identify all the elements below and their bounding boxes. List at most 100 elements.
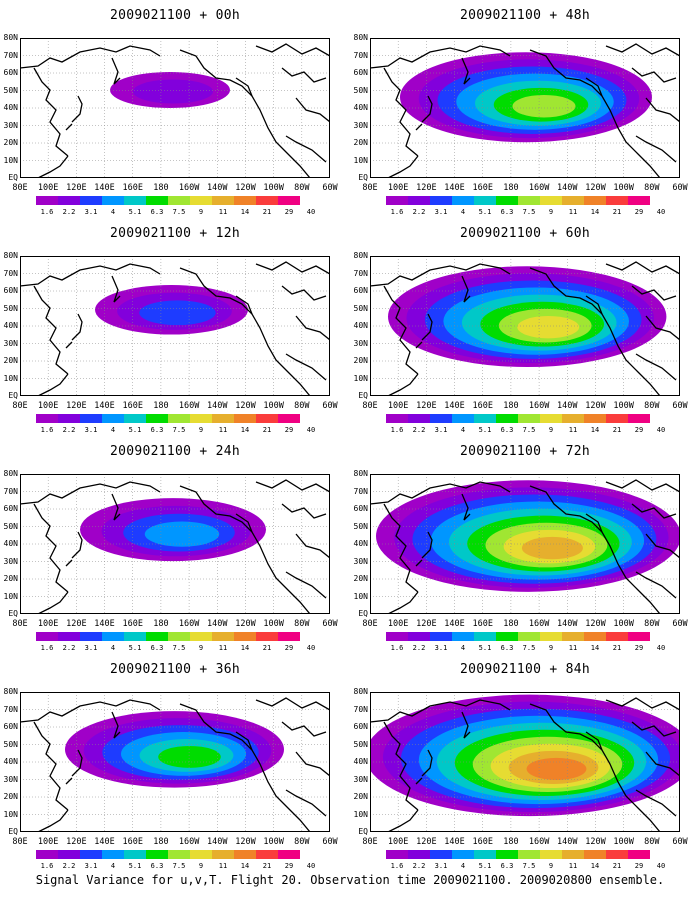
colorbar-swatch xyxy=(234,850,257,859)
coastline xyxy=(255,261,330,275)
colorbar-label: 2.2 xyxy=(62,862,76,870)
colorbar-swatch xyxy=(212,196,235,205)
map-panel: 2009021100 + 12h 80N 70N 60N 50N 40N 30N 20N 10N… xyxy=(0,218,350,443)
map-panel: 2009021100 + 72h 80N 70N 60N 50N 40N 30N 20N 10N… xyxy=(350,436,700,661)
coastline xyxy=(33,503,69,593)
coastline xyxy=(631,285,677,301)
coastline xyxy=(585,77,603,97)
coastline xyxy=(20,45,161,69)
colorbar-swatch xyxy=(408,632,431,641)
lat-tick-label: 10N xyxy=(3,809,18,819)
map-frame xyxy=(20,38,330,178)
lon-tick-label: 80E xyxy=(362,619,378,629)
colorbar-swatch xyxy=(628,414,650,423)
lon-tick-label: 100E xyxy=(37,401,59,411)
colorbar-label: 1.6 xyxy=(390,426,404,434)
lat-tick-label: EQ xyxy=(8,609,18,618)
colorbar-swatch xyxy=(474,414,497,423)
coastline xyxy=(37,591,69,614)
coastline xyxy=(255,479,330,493)
colorbar-swatch xyxy=(212,414,235,423)
lon-tick-label: 160E xyxy=(122,837,143,847)
lat-tick-label: 60N xyxy=(353,286,368,295)
lon-tick-label: 80E xyxy=(362,401,378,411)
lon-tick-label: 120W xyxy=(585,401,606,411)
lon-tick-label: 120W xyxy=(235,183,256,193)
colorbar-swatch xyxy=(562,632,585,641)
coastline xyxy=(421,313,433,341)
lat-tick-label: 70N xyxy=(3,486,18,496)
colorbar-label: 7.5 xyxy=(522,426,536,434)
colorbar-label: 3.1 xyxy=(434,644,448,652)
lat-tick-label: 60N xyxy=(353,68,368,77)
colorbar-swatch xyxy=(146,414,169,423)
colorbar-swatch xyxy=(540,850,563,859)
colorbar-label: 6.3 xyxy=(500,426,514,434)
contour-map xyxy=(20,256,330,396)
colorbar-swatch xyxy=(80,850,103,859)
lon-tick-label: 80W xyxy=(644,619,660,629)
coastline xyxy=(179,49,311,178)
colorbar-swatch xyxy=(606,850,629,859)
lat-tick-label: 40N xyxy=(3,757,18,766)
lat-tick-label: 60N xyxy=(3,286,18,295)
colorbar-label: 4 xyxy=(460,426,466,434)
lon-tick-label: 100W xyxy=(613,401,634,411)
lon-tick-label: 180 xyxy=(503,401,519,411)
colorbar-swatch xyxy=(278,632,300,641)
lat-tick-label: 30N xyxy=(353,120,368,130)
coastline xyxy=(33,721,69,811)
lat-tick-label: 30N xyxy=(353,556,368,566)
coastline xyxy=(383,721,419,811)
colorbar-swatch xyxy=(606,632,629,641)
lon-tick-label: 160W xyxy=(528,401,550,411)
coastline xyxy=(20,699,161,723)
colorbar-label: 11 xyxy=(218,644,228,652)
lon-tick-label: 80E xyxy=(362,183,378,193)
colorbar-label: 40 xyxy=(306,862,316,870)
colorbar-label: 4 xyxy=(460,644,466,652)
colorbar-swatch xyxy=(80,414,103,423)
colorbar-swatch xyxy=(102,632,125,641)
lon-tick-label: 120E xyxy=(416,183,437,193)
colorbar-label: 2.2 xyxy=(412,862,426,870)
colorbar-swatch xyxy=(256,850,279,859)
coastline xyxy=(281,285,327,301)
colorbar-label: 1.6 xyxy=(390,644,404,652)
lon-tick-label: 120E xyxy=(416,837,437,847)
coastline xyxy=(295,315,330,341)
colorbar-label: 11 xyxy=(218,208,228,216)
colorbar-swatch xyxy=(518,850,541,859)
colorbar xyxy=(36,196,300,205)
colorbar-swatch xyxy=(518,414,541,423)
lon-tick-label: 80W xyxy=(294,401,310,411)
lat-tick-label: 50N xyxy=(3,739,18,749)
coastline xyxy=(281,67,327,83)
colorbar-swatch xyxy=(190,196,213,205)
lon-tick-label: 160W xyxy=(528,619,550,629)
coastline xyxy=(387,809,419,832)
colorbar-label: 1.6 xyxy=(40,862,54,870)
colorbar-swatch xyxy=(102,414,125,423)
lon-tick-label: 140W xyxy=(207,183,228,193)
panel-title: 2009021100 + 12h xyxy=(109,226,241,241)
coastline xyxy=(71,95,83,123)
map-panel: 2009021100 + 48h 80N 70N 60N 50N 40N 30N 20N 10N… xyxy=(350,0,700,225)
lon-tick-label: 140E xyxy=(94,837,115,847)
coastline xyxy=(65,123,73,131)
coastline xyxy=(295,97,330,123)
coastline xyxy=(421,95,433,123)
map-panel: 2009021100 + 00h 80N 70N 60N 50N 40N 30N 20N 10N… xyxy=(0,0,350,225)
colorbar-swatch xyxy=(58,196,81,205)
coastline xyxy=(585,513,603,533)
lon-tick-label: 80E xyxy=(12,619,28,629)
colorbar-swatch xyxy=(190,632,213,641)
colorbar-swatch xyxy=(430,414,453,423)
colorbar-label: 4 xyxy=(110,426,116,434)
lat-tick-label: 30N xyxy=(353,774,368,784)
colorbar-label: 7.5 xyxy=(522,862,536,870)
lon-tick-label: 160E xyxy=(472,619,493,629)
lon-tick-label: 140W xyxy=(207,619,228,629)
lon-tick-label: 100W xyxy=(613,183,634,193)
lon-tick-label: 140W xyxy=(557,837,578,847)
